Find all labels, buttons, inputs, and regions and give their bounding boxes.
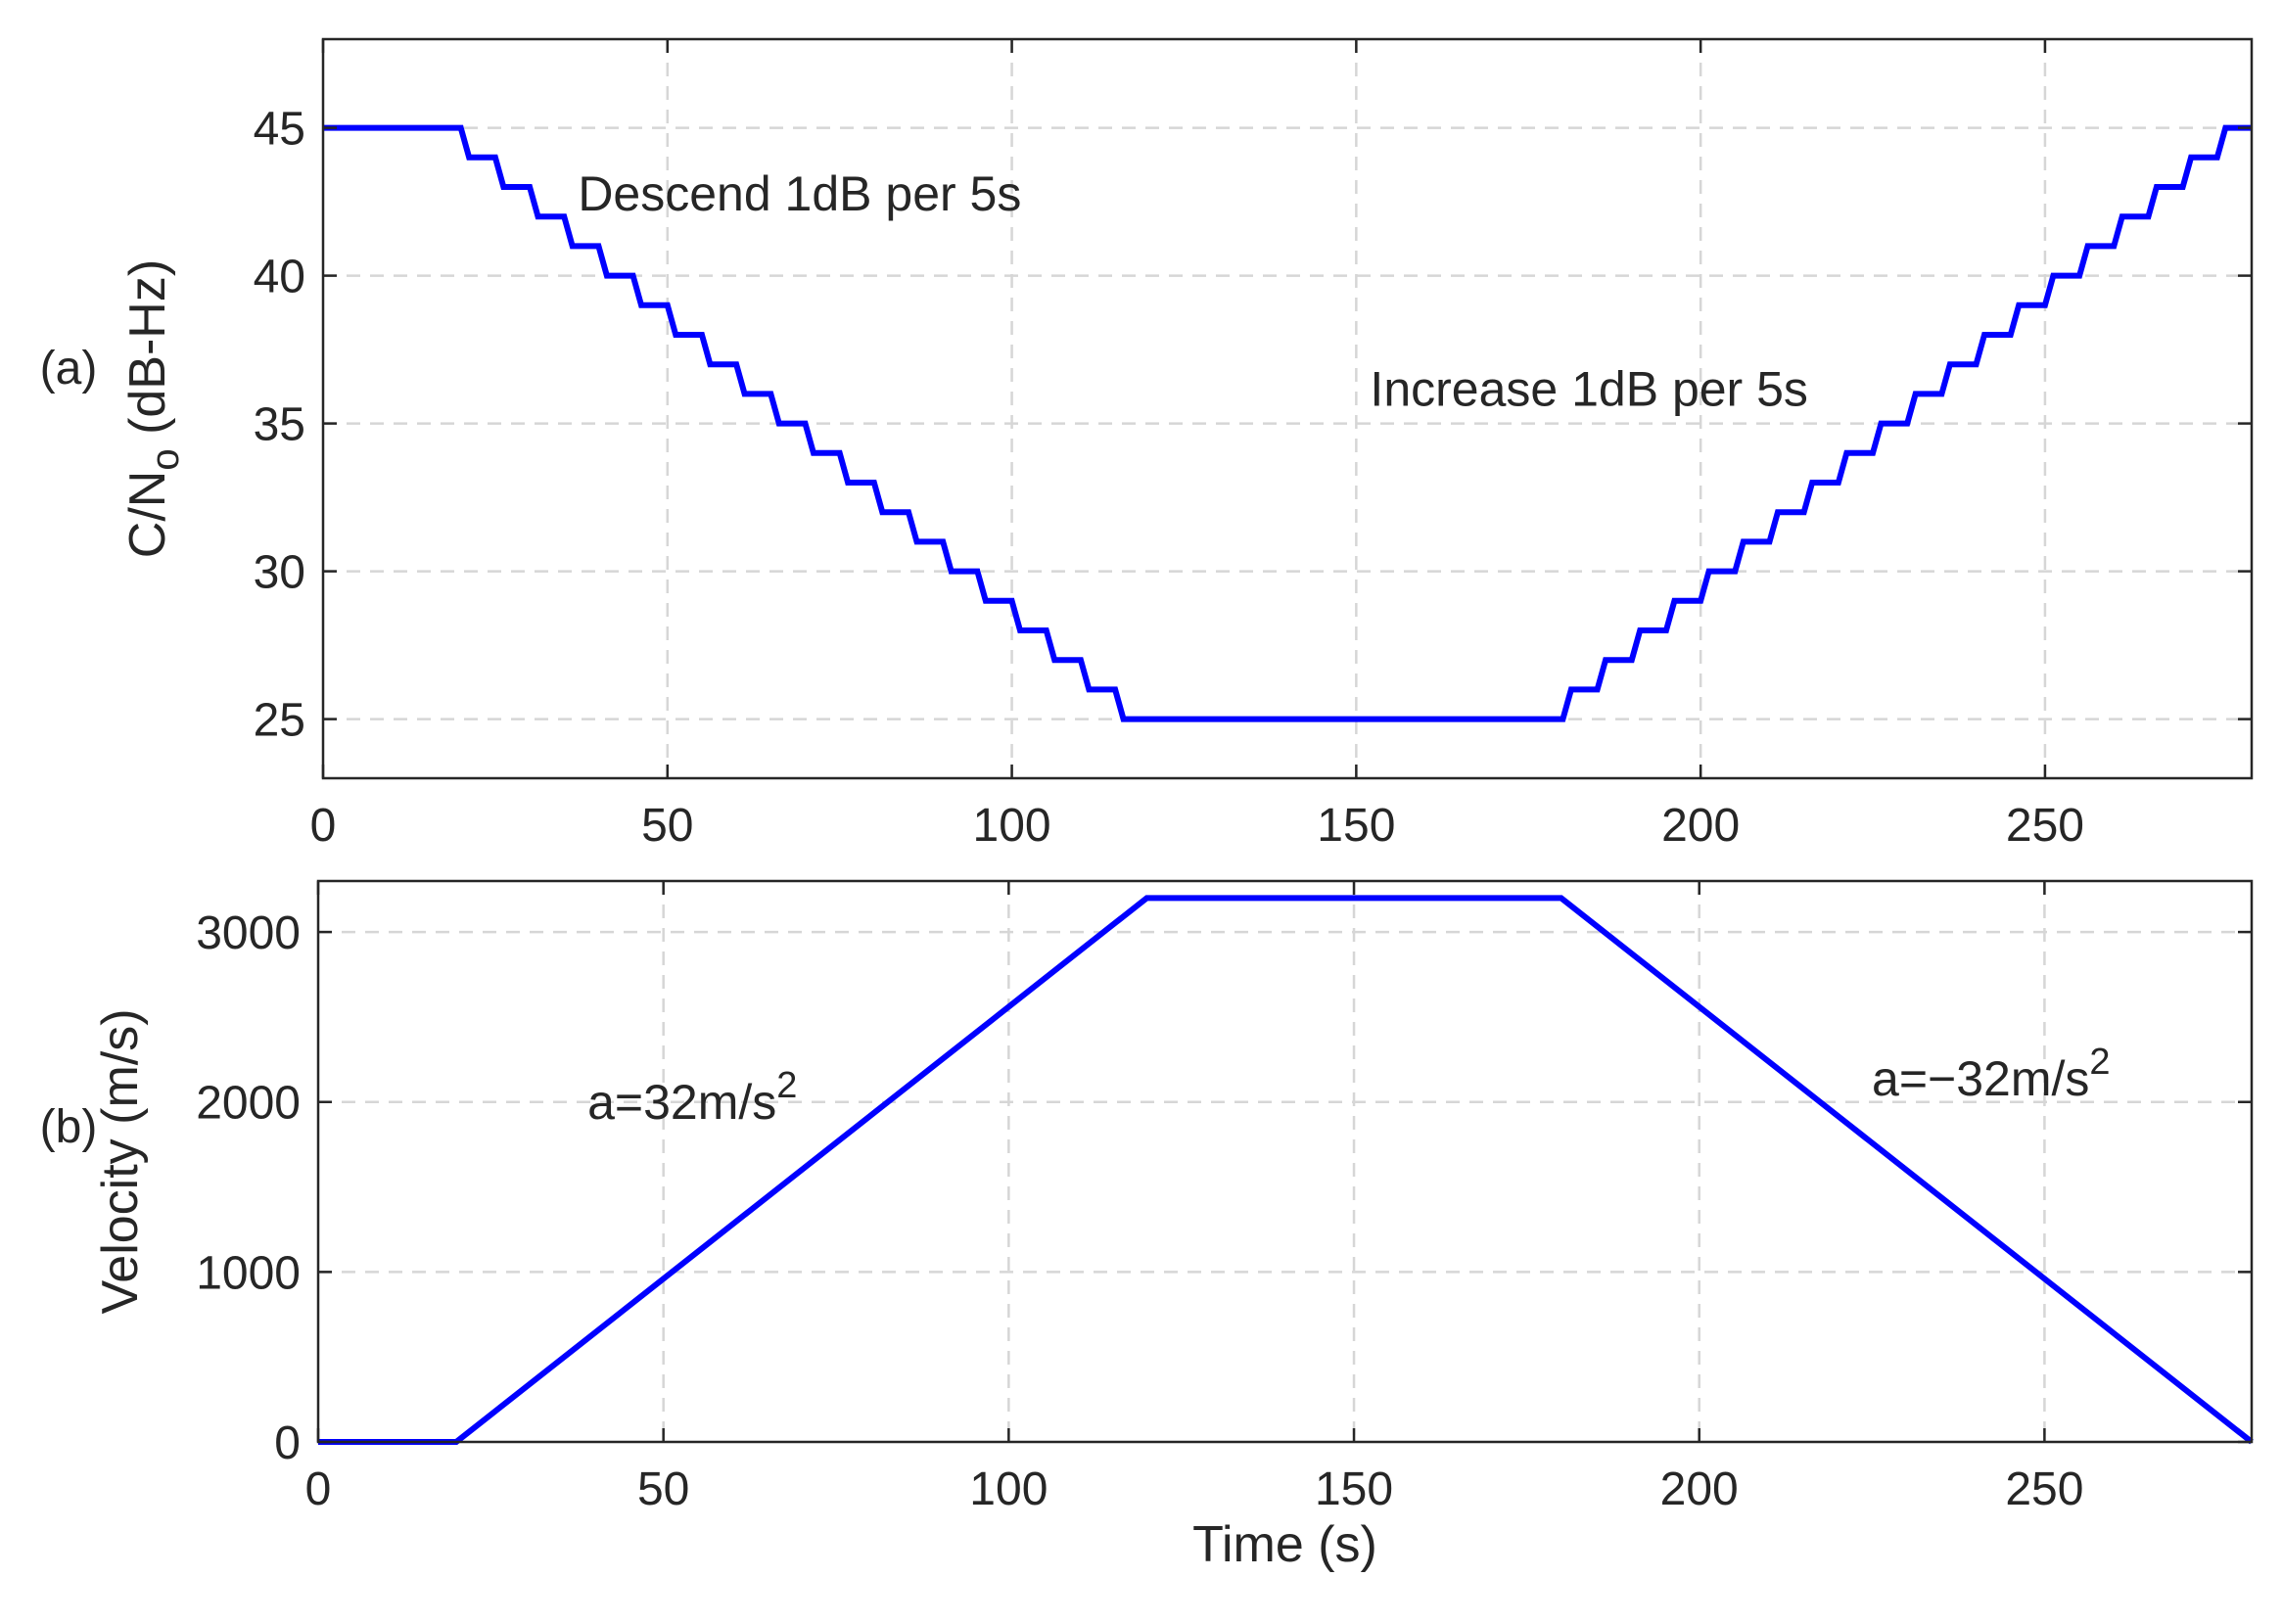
y-axis-label: Velocity (m/s): [92, 1008, 149, 1314]
panel-label: (b): [40, 1101, 98, 1153]
series-line: [323, 124, 2252, 722]
annotation: a=32m/s2: [587, 1065, 797, 1130]
annotation-superscript: 2: [776, 1065, 797, 1106]
y-axis-label-unit: (dB-Hz): [119, 259, 176, 449]
x-tick-label: 100: [973, 800, 1051, 852]
x-tick-label: 200: [1660, 1463, 1739, 1515]
y-axis-label: C/No (dB-Hz): [119, 259, 187, 558]
y-tick-label: 45: [254, 104, 305, 156]
annotation: Descend 1dB per 5s: [578, 166, 1021, 221]
x-tick-label: 250: [2005, 1463, 2083, 1515]
series-line: [318, 895, 2254, 1445]
y-tick-label: 40: [254, 252, 305, 303]
x-tick-label: 0: [305, 1463, 332, 1515]
y-tick-label: 30: [254, 547, 305, 599]
plot-frame: [321, 37, 2254, 780]
y-tick-label: 2000: [196, 1078, 301, 1130]
x-tick-label: 0: [310, 800, 337, 852]
y-tick-label: 1000: [196, 1247, 301, 1299]
annotation: a=−32m/s2: [1872, 1042, 2111, 1106]
annotation-superscript: 2: [2089, 1042, 2110, 1083]
panel-label: (a): [40, 343, 98, 394]
panel-a: 0 50 100 150 200 250 25 30 35 40 45 C/No (dB-Hz) (a)…: [40, 37, 2254, 852]
x-tick-label: 100: [969, 1463, 1048, 1515]
x-axis-label: Time (s): [1192, 1516, 1377, 1573]
x-tick-label: 150: [1315, 1463, 1393, 1515]
y-axis-label-subscript: o: [144, 448, 187, 470]
annotation: Increase 1dB per 5s: [1370, 361, 1808, 416]
plot-frame: [316, 879, 2254, 1444]
x-tick-label: 50: [641, 800, 693, 852]
panel-b: 0 50 100 150 200 250 0 1000 2000 3000 Velocity (m/…: [40, 879, 2254, 1573]
y-tick-label: 0: [274, 1417, 301, 1469]
x-tick-label: 50: [637, 1463, 689, 1515]
y-tick-label: 3000: [196, 907, 301, 959]
x-tick-label: 150: [1317, 800, 1395, 852]
y-tick-label: 35: [254, 399, 305, 451]
x-tick-label: 250: [2006, 800, 2084, 852]
x-tick-label: 200: [1661, 800, 1740, 852]
y-tick-label: 25: [254, 695, 305, 747]
